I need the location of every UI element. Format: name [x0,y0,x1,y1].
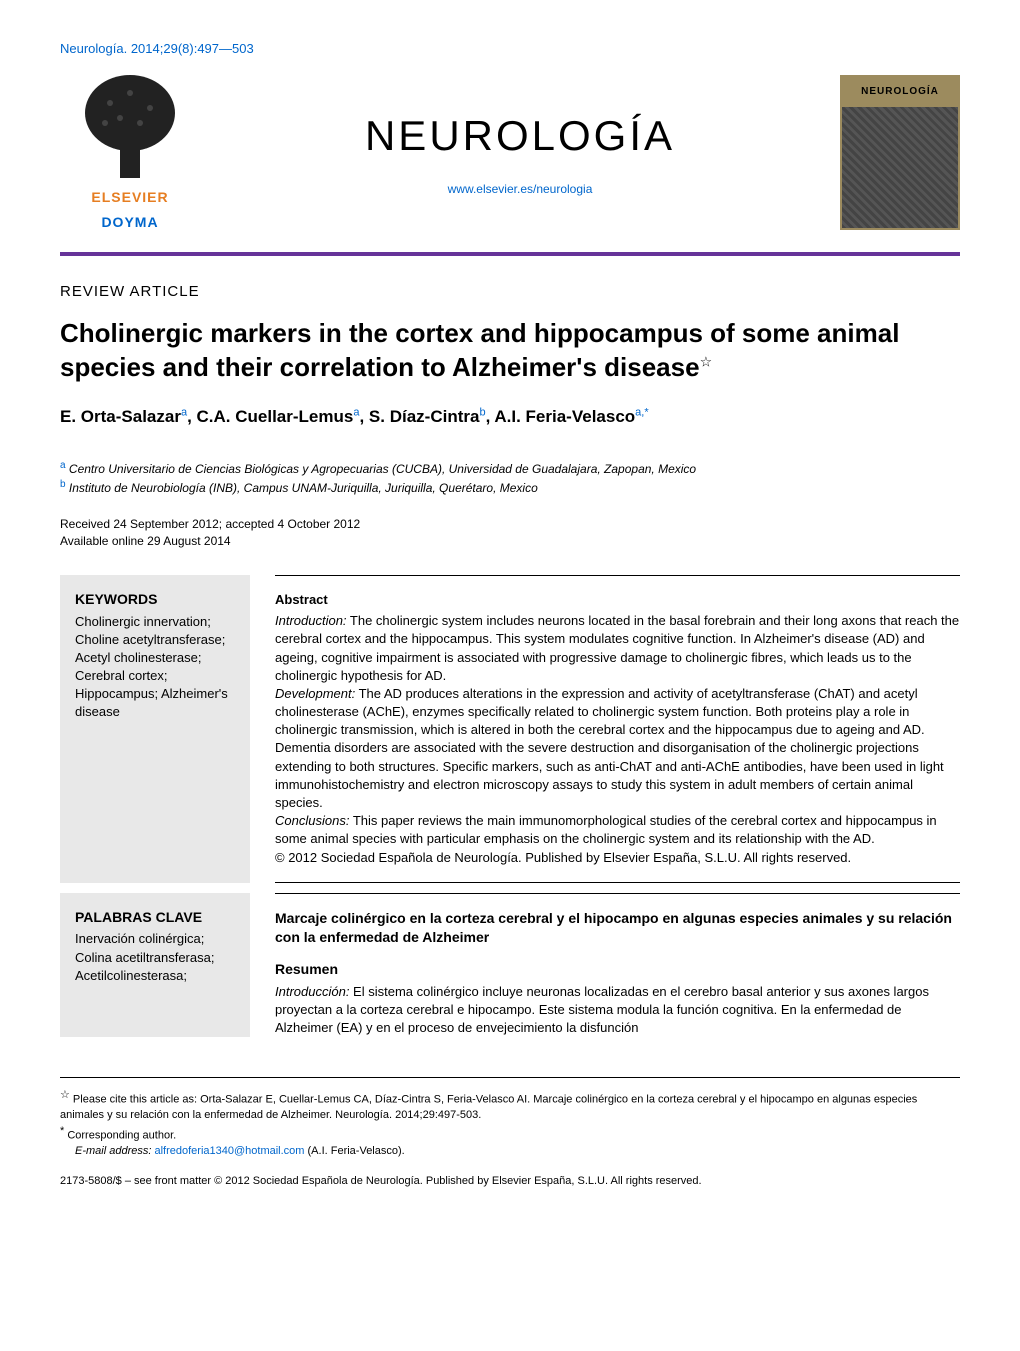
cover-body [842,107,958,228]
aff-a-marker: a [60,460,66,471]
abstract-box: Abstract Introduction: The cholinergic s… [275,575,960,883]
masthead: ELSEVIER DOYMA NEUROLOGÍA www.elsevier.e… [60,73,960,256]
abstract-copyright: © 2012 Sociedad Española de Neurología. … [275,849,960,867]
keywords-heading: KEYWORDS [75,590,235,610]
affiliations: a Centro Universitario de Ciencias Bioló… [60,459,960,497]
keywords-text: Cholinergic innervation; Choline acetylt… [75,613,235,722]
journal-url[interactable]: www.elsevier.es/neurologia [200,181,840,198]
abstract-heading: Abstract [275,591,960,609]
resumen-heading: Resumen [275,960,960,980]
article-dates: Received 24 September 2012; accepted 4 O… [60,516,960,550]
journal-cover-thumbnail: NEUROLOGÍA [840,75,960,230]
issn-line: 2173-5808/$ – see front matter © 2012 So… [60,1174,960,1189]
journal-title: NEUROLOGÍA [200,107,840,166]
cite-star-marker: ☆ [60,1089,70,1101]
palabras-box: PALABRAS CLAVE Inervación colinérgica; C… [60,893,250,1037]
online-date: Available online 29 August 2014 [60,533,960,550]
aff-b-text: Instituto de Neurobiología (INB), Campus… [69,481,538,495]
author-3: , S. Díaz-Cintra [359,407,479,426]
spanish-abstract-box: Marcaje colinérgico en la corteza cerebr… [275,893,960,1037]
elsevier-tree-icon [80,73,180,183]
palabras-text: Inervación colinérgica; Colina acetiltra… [75,930,235,985]
resumen-intro-label: Introducción: [275,984,349,999]
cover-banner: NEUROLOGÍA [842,77,958,107]
elsevier-label: ELSEVIER [91,188,168,208]
received-date: Received 24 September 2012; accepted 4 O… [60,516,960,533]
keywords-box: KEYWORDS Cholinergic innervation; Cholin… [60,575,250,883]
author-2: , C.A. Cuellar-Lemus [187,407,353,426]
email-label: E-mail address: [75,1145,154,1157]
resumen-intro-text: El sistema colinérgico incluye neuronas … [275,984,929,1035]
journal-title-block: NEUROLOGÍA www.elsevier.es/neurologia [200,107,840,198]
footnotes: ☆ Please cite this article as: Orta-Sala… [60,1077,960,1159]
abstract-concl-label: Conclusions: [275,813,349,828]
abstract-dev-text: The AD produces alterations in the expre… [275,686,944,810]
publisher-logo: ELSEVIER DOYMA [60,73,200,232]
title-footnote-marker: ☆ [700,354,713,370]
author-1: E. Orta-Salazar [60,407,181,426]
article-title: Cholinergic markers in the cortex and hi… [60,317,960,385]
corr-footnote: Corresponding author. [64,1129,176,1141]
spanish-title: Marcaje colinérgico en la corteza cerebr… [275,893,960,948]
email-suffix: (A.I. Feria-Velasco). [304,1145,404,1157]
aff-b-marker: b [60,479,66,490]
abstract-intro-text: The cholinergic system includes neurons … [275,613,959,683]
title-text: Cholinergic markers in the cortex and hi… [60,318,899,382]
abstract-dev-label: Development: [275,686,355,701]
doyma-label: DOYMA [101,213,158,233]
author-4-aff: a,* [635,406,648,418]
palabras-heading: PALABRAS CLAVE [75,908,235,928]
authors-line: E. Orta-Salazara, C.A. Cuellar-Lemusa, S… [60,405,960,429]
article-type: REVIEW ARTICLE [60,281,960,302]
abstract-intro-label: Introduction: [275,613,347,628]
abstract-keywords-grid: KEYWORDS Cholinergic innervation; Cholin… [60,575,960,883]
author-4: , A.I. Feria-Velasco [486,407,636,426]
abstract-concl-text: This paper reviews the main immunomorpho… [275,813,937,846]
journal-citation: Neurología. 2014;29(8):497—503 [60,40,960,58]
email-link[interactable]: alfredoferia1340@hotmail.com [154,1145,304,1157]
cite-footnote: Please cite this article as: Orta-Salaza… [60,1094,917,1121]
aff-a-text: Centro Universitario de Ciencias Biológi… [69,462,696,476]
spanish-grid: PALABRAS CLAVE Inervación colinérgica; C… [60,893,960,1037]
